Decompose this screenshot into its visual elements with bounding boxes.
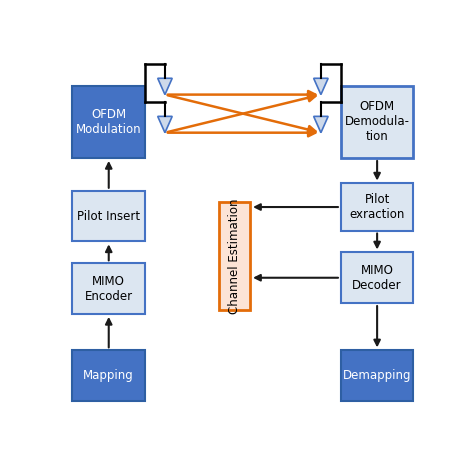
Text: MIMO
Decoder: MIMO Decoder: [352, 264, 402, 292]
Text: Pilot
exraction: Pilot exraction: [349, 193, 405, 221]
Text: OFDM
Demodula-
tion: OFDM Demodula- tion: [345, 100, 410, 143]
FancyBboxPatch shape: [73, 191, 145, 242]
FancyBboxPatch shape: [219, 202, 250, 310]
Polygon shape: [158, 78, 172, 95]
FancyBboxPatch shape: [73, 86, 145, 158]
Text: MIMO
Encoder: MIMO Encoder: [85, 275, 133, 303]
FancyBboxPatch shape: [341, 350, 413, 401]
FancyBboxPatch shape: [341, 252, 413, 303]
Polygon shape: [314, 78, 328, 95]
FancyBboxPatch shape: [73, 350, 145, 401]
Polygon shape: [314, 116, 328, 133]
FancyBboxPatch shape: [341, 183, 413, 231]
Polygon shape: [158, 116, 172, 133]
FancyBboxPatch shape: [341, 86, 413, 158]
Text: Demapping: Demapping: [343, 369, 411, 382]
Text: OFDM
Modulation: OFDM Modulation: [76, 108, 142, 136]
Text: Channel Estimation: Channel Estimation: [228, 198, 241, 314]
Text: Pilot Insert: Pilot Insert: [77, 210, 140, 223]
Text: Mapping: Mapping: [83, 369, 134, 382]
FancyBboxPatch shape: [73, 263, 145, 314]
